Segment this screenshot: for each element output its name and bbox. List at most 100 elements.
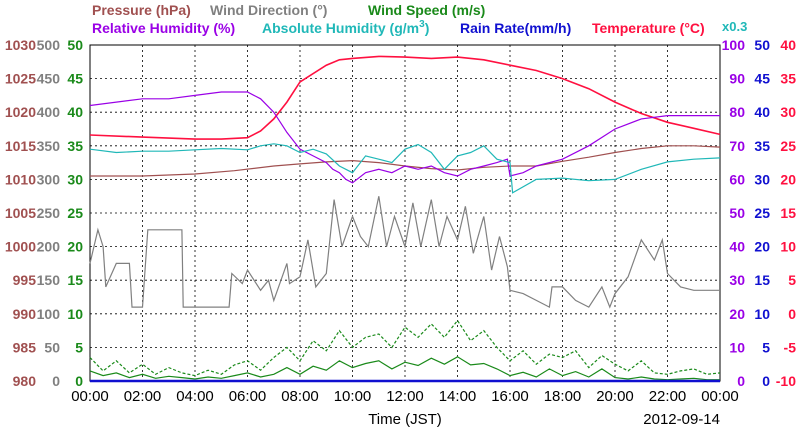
y-tick-wind-direction: 400 [37,104,61,120]
y-tick-relative-humidity: 10 [729,339,745,355]
x-tick-label: 16:00 [491,388,529,405]
y-tick-temperature: 30 [780,104,796,120]
y-tick-wind-direction: 0 [52,373,60,389]
series-layer [89,55,721,383]
y-tick-wind-speed: 5 [75,339,83,355]
legend-absolute-humidity: Absolute Humidity (g/m3) [262,19,429,36]
y-tick-pressure: 990 [13,306,37,322]
y-tick-wind-direction: 100 [37,306,61,322]
x-tick-label: 04:00 [176,388,214,405]
x-tick-label: 06:00 [229,388,267,405]
x-tick-label: 10:00 [334,388,372,405]
date-label: 2012-09-14 [643,411,720,428]
y-tick-relative-humidity: 20 [729,306,745,322]
x-tick-label: 12:00 [386,388,424,405]
y-tick-relative-humidity: 60 [729,171,745,187]
y-tick-temperature: 10 [780,239,796,255]
y-tick-temperature: 0 [788,306,796,322]
legend-wind-speed: Wind Speed (m/s) [368,2,485,18]
y-tick-pressure: 1015 [5,138,36,154]
x-tick-label: 08:00 [281,388,319,405]
y-tick-wind-direction: 300 [37,171,61,187]
y-tick-pressure: 985 [13,339,37,355]
y-tick-relative-humidity: 80 [729,104,745,120]
y-tick-wind-speed: 40 [67,104,83,120]
legend-rain-rate: Rain Rate(mm/h) [460,20,571,36]
x-axis-label: Time (JST) [368,411,442,428]
series-wind-speed-gust [89,319,721,377]
legend-scale-note: x0.3 [722,19,747,34]
y-tick-absolute-humidity: 30 [754,171,770,187]
y-tick-absolute-humidity: 25 [754,205,770,221]
y-tick-wind-direction: 450 [37,71,61,87]
x-tick-label: 00:00 [701,388,739,405]
y-tick-wind-speed: 35 [67,138,83,154]
series-wind-speed [89,356,720,381]
y-tick-pressure: 980 [13,373,37,389]
y-tick-pressure: 1010 [5,171,36,187]
y-tick-pressure: 1020 [5,104,36,120]
y-tick-relative-humidity: 70 [729,138,745,154]
series-relative-humidity [89,91,720,184]
y-tick-temperature: 5 [788,272,796,288]
y-tick-temperature: 35 [780,71,796,87]
y-tick-pressure: 1025 [5,71,36,87]
x-tick-label: 14:00 [439,388,477,405]
y-tick-wind-direction: 50 [44,339,60,355]
y-tick-temperature: 40 [780,37,796,53]
y-tick-pressure: 995 [13,272,37,288]
y-tick-relative-humidity: 50 [729,205,745,221]
x-tick-label: 02:00 [124,388,162,405]
y-tick-absolute-humidity: 0 [762,373,770,389]
x-axis: 00:00 02:00 04:00 06:00 08:00 10:00 12:00 14:00… [71,388,739,405]
y-tick-wind-direction: 150 [37,272,61,288]
series-absolute-humidity [89,143,721,194]
legend-wind-direction: Wind Direction (°) [210,2,327,18]
y-tick-wind-direction: 200 [37,239,61,255]
x-tick-label: 22:00 [649,388,687,405]
y-tick-temperature: -5 [784,339,797,355]
y-tick-wind-direction: 350 [37,138,61,154]
y-tick-wind-speed: 45 [67,71,83,87]
y-tick-absolute-humidity: 35 [754,138,770,154]
x-tick-label: 00:00 [71,388,109,405]
y-tick-relative-humidity: 30 [729,272,745,288]
y-tick-relative-humidity: 90 [729,71,745,87]
y-tick-wind-speed: 25 [67,205,83,221]
y-tick-absolute-humidity: 5 [762,339,770,355]
grid [90,45,720,381]
y-tick-wind-direction: 250 [37,205,61,221]
legend-relative-humidity: Relative Humidity (%) [92,20,235,36]
y-tick-relative-humidity: 100 [722,37,746,53]
y-tick-pressure: 1000 [5,239,36,255]
y-axes: 1030102510201015101010051000995990985980… [5,37,796,389]
x-tick-label: 18:00 [544,388,582,405]
y-tick-wind-speed: 50 [67,37,83,53]
y-tick-wind-direction: 500 [37,37,61,53]
y-tick-wind-speed: 20 [67,239,83,255]
y-tick-temperature: 15 [780,205,796,221]
y-tick-pressure: 1005 [5,205,36,221]
legend-pressure: Pressure (hPa) [92,2,191,18]
y-tick-relative-humidity: 0 [737,373,745,389]
y-tick-absolute-humidity: 50 [754,37,770,53]
y-tick-wind-speed: 10 [67,306,83,322]
y-tick-temperature: 20 [780,171,796,187]
y-tick-pressure: 1030 [5,37,36,53]
legend-temperature: Temperature (°C) [592,20,705,36]
y-tick-wind-speed: 0 [75,373,83,389]
y-tick-absolute-humidity: 10 [754,306,770,322]
y-tick-wind-speed: 30 [67,171,83,187]
y-tick-wind-speed: 15 [67,272,83,288]
y-tick-relative-humidity: 40 [729,239,745,255]
y-tick-temperature: -10 [776,373,796,389]
y-tick-absolute-humidity: 45 [754,71,770,87]
y-tick-temperature: 25 [780,138,796,154]
y-tick-absolute-humidity: 40 [754,104,770,120]
x-tick-label: 20:00 [596,388,634,405]
y-tick-absolute-humidity: 15 [754,272,770,288]
y-tick-absolute-humidity: 20 [754,239,770,255]
series-temperature [89,55,721,140]
series-wind-direction [89,196,720,309]
